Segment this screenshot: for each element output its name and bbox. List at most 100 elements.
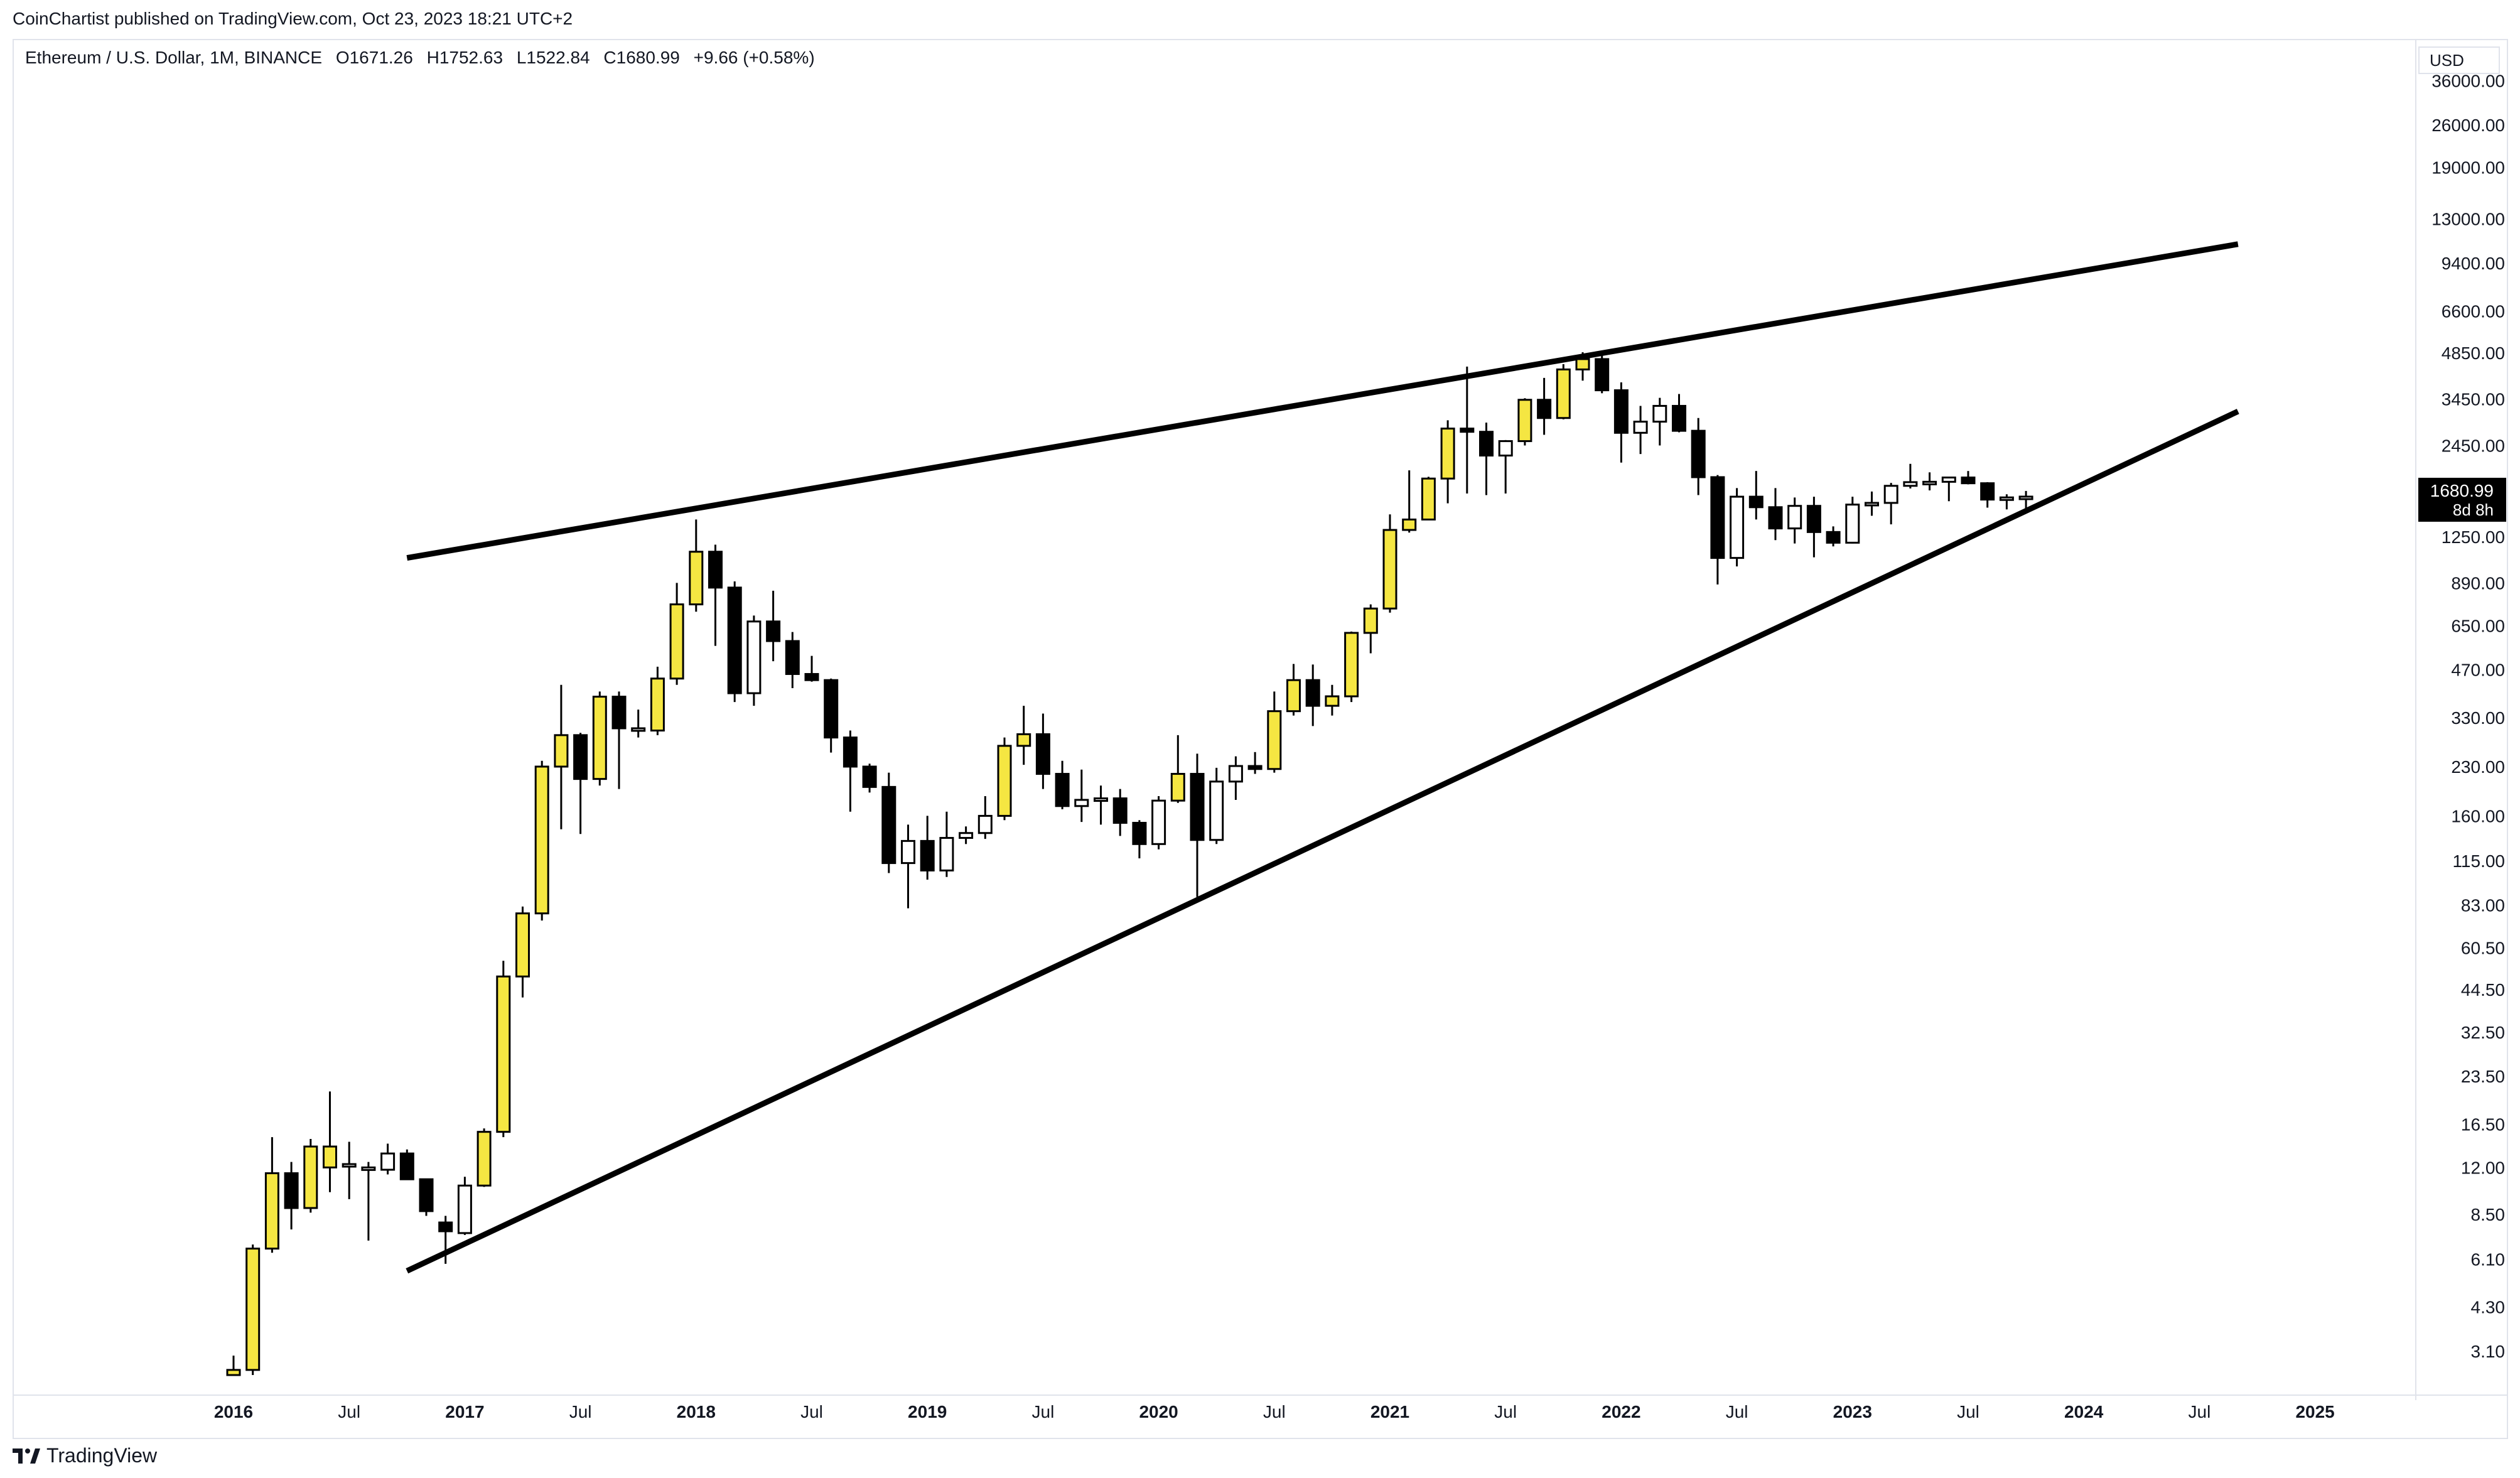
candle-2019-06[interactable]	[1016, 706, 1031, 765]
candle-2018-06[interactable]	[785, 632, 800, 688]
candle-2016-04[interactable]	[284, 1162, 299, 1230]
candle-2018-04[interactable]	[746, 615, 762, 706]
candle-2019-07[interactable]	[1035, 713, 1050, 789]
candle-2018-12[interactable]	[901, 824, 915, 909]
tradingview-logo[interactable]: TradingView	[13, 1444, 157, 1467]
candle-2016-12[interactable]	[438, 1216, 453, 1264]
candle-2023-02[interactable]	[1865, 491, 1879, 516]
candle-2016-03[interactable]	[264, 1137, 279, 1253]
candle-2016-11[interactable]	[419, 1178, 434, 1216]
candle-2019-04[interactable]	[977, 796, 993, 839]
candle-2020-07[interactable]	[1267, 691, 1282, 773]
candle-2022-07[interactable]	[1730, 488, 1745, 567]
candle-2023-09[interactable]	[1999, 494, 2014, 510]
candle-2022-12[interactable]	[1826, 526, 1841, 547]
candle-2020-05[interactable]	[1228, 756, 1243, 800]
candle-2023-01[interactable]	[1845, 497, 1860, 544]
candle-2017-12[interactable]	[669, 583, 684, 685]
candle-2018-07[interactable]	[804, 655, 819, 682]
axis-separators	[14, 40, 2507, 1400]
candle-2017-03[interactable]	[496, 961, 511, 1138]
candle-2019-09[interactable]	[1074, 769, 1089, 823]
candle-2017-09[interactable]	[611, 691, 627, 789]
candle-2021-10[interactable]	[1556, 364, 1571, 419]
candle-2017-07[interactable]	[573, 733, 588, 834]
candle-2019-10[interactable]	[1094, 785, 1108, 825]
candle-2022-09[interactable]	[1768, 488, 1783, 541]
candle-2018-02[interactable]	[708, 544, 723, 646]
candle-2016-01[interactable]	[226, 1356, 241, 1376]
candle-2021-08[interactable]	[1517, 398, 1532, 446]
candle-2021-06[interactable]	[1479, 423, 1494, 495]
candle-2018-05[interactable]	[766, 590, 781, 662]
candle-2016-09[interactable]	[380, 1143, 396, 1175]
candle-2018-03[interactable]	[727, 581, 742, 703]
upper-trendline[interactable]	[406, 241, 2239, 561]
lower-trendline[interactable]	[406, 409, 2239, 1274]
candle-2021-01[interactable]	[1382, 514, 1397, 613]
candle-2016-06[interactable]	[323, 1091, 337, 1192]
candle-2018-09[interactable]	[843, 730, 858, 812]
candle-2020-06[interactable]	[1247, 752, 1263, 774]
candle-2016-08[interactable]	[361, 1162, 376, 1241]
candle-2016-10[interactable]	[399, 1149, 414, 1180]
candle-2023-07[interactable]	[1961, 471, 1976, 485]
candle-2023-03[interactable]	[1883, 483, 1898, 525]
candle-2023-10[interactable]	[2018, 490, 2033, 510]
candle-2020-12[interactable]	[1363, 604, 1378, 654]
candle-2019-03[interactable]	[959, 826, 974, 844]
candle-2022-10[interactable]	[1787, 497, 1802, 544]
candle-2017-08[interactable]	[592, 691, 607, 786]
candle-2020-10[interactable]	[1325, 684, 1340, 716]
candle-2021-11[interactable]	[1575, 352, 1590, 381]
candle-2021-03[interactable]	[1421, 477, 1436, 521]
candle-2017-05[interactable]	[534, 760, 549, 921]
candle-2018-01[interactable]	[689, 519, 704, 612]
candle-2023-08[interactable]	[1980, 482, 1995, 508]
candle-2017-01[interactable]	[457, 1177, 472, 1235]
candle-2018-08[interactable]	[824, 678, 839, 753]
candle-2022-04[interactable]	[1672, 394, 1686, 433]
candle-2019-02[interactable]	[939, 811, 954, 877]
candle-2023-06[interactable]	[1941, 477, 1956, 502]
candle-2017-06[interactable]	[554, 684, 569, 829]
candle-2021-05[interactable]	[1460, 366, 1475, 494]
candle-2021-07[interactable]	[1498, 440, 1513, 494]
candle-2016-07[interactable]	[342, 1141, 357, 1199]
candle-2019-12[interactable]	[1132, 820, 1147, 859]
candle-2023-05[interactable]	[1922, 472, 1937, 491]
candle-2022-11[interactable]	[1806, 497, 1821, 558]
candle-2021-12[interactable]	[1595, 355, 1610, 394]
candle-2016-05[interactable]	[303, 1139, 318, 1213]
candle-2020-08[interactable]	[1286, 664, 1301, 716]
candle-2019-01[interactable]	[920, 816, 935, 880]
candle-2018-11[interactable]	[881, 772, 897, 873]
candle-2019-05[interactable]	[997, 737, 1012, 821]
candle-2022-05[interactable]	[1691, 418, 1706, 495]
candle-2020-02[interactable]	[1170, 735, 1185, 803]
candle-2022-01[interactable]	[1613, 382, 1629, 463]
candle-2022-08[interactable]	[1748, 471, 1763, 520]
candle-2022-03[interactable]	[1652, 397, 1667, 446]
candle-2022-06[interactable]	[1710, 475, 1725, 585]
candle-2018-10[interactable]	[862, 763, 877, 793]
candle-2020-09[interactable]	[1305, 664, 1320, 726]
candle-2017-10[interactable]	[631, 709, 646, 738]
candle-2017-11[interactable]	[650, 666, 665, 735]
candle-2019-08[interactable]	[1055, 760, 1070, 809]
candle-2021-02[interactable]	[1402, 470, 1417, 533]
candle-2020-11[interactable]	[1344, 631, 1359, 703]
candle-2017-02[interactable]	[477, 1128, 492, 1187]
currency-button[interactable]: USD	[2418, 46, 2500, 74]
candle-2020-04[interactable]	[1209, 767, 1224, 844]
candle-2020-03[interactable]	[1190, 753, 1205, 897]
candle-2016-02[interactable]	[245, 1244, 261, 1376]
candle-2021-09[interactable]	[1537, 377, 1552, 435]
candle-2019-11[interactable]	[1112, 789, 1128, 836]
candle-2023-04[interactable]	[1903, 463, 1918, 488]
candle-2022-02[interactable]	[1633, 406, 1648, 455]
candle-2021-04[interactable]	[1440, 420, 1455, 504]
candle-2020-01[interactable]	[1151, 796, 1166, 850]
candle-2017-04[interactable]	[515, 906, 530, 998]
